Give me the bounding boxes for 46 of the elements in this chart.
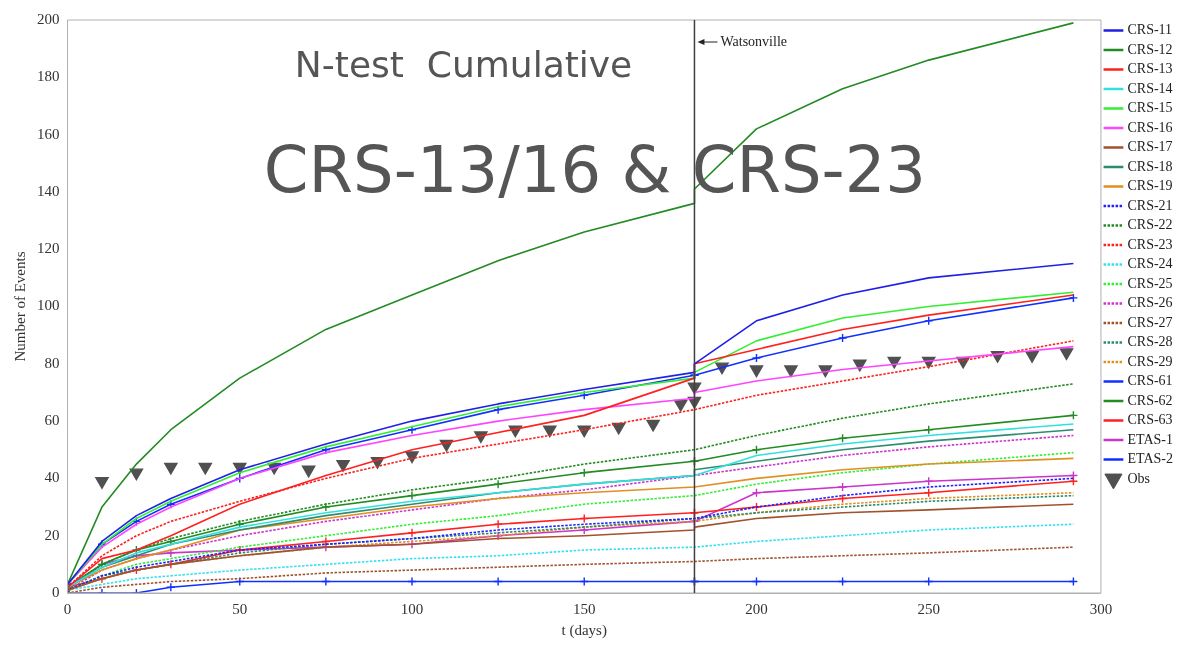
x-tick-label: 50 — [232, 600, 248, 617]
legend-label: CRS-14 — [1127, 80, 1173, 96]
y-tick-label: 100 — [37, 297, 60, 314]
x-tick-label: 100 — [400, 600, 424, 617]
legend-label: ETAS-1 — [1127, 431, 1174, 447]
legend-label: CRS-11 — [1127, 22, 1173, 38]
legend-label: CRS-19 — [1127, 178, 1173, 194]
legend-label: CRS-62 — [1127, 392, 1173, 408]
legend-label: CRS-24 — [1127, 256, 1173, 272]
y-tick-label: 180 — [37, 68, 60, 85]
y-tick-label: 160 — [37, 125, 60, 142]
legend-label: CRS-21 — [1127, 197, 1173, 213]
legend-label: CRS-13 — [1127, 61, 1173, 77]
legend-label: CRS-22 — [1127, 217, 1173, 233]
y-axis-title: Number of Events — [11, 251, 28, 362]
y-tick-label: 0 — [52, 583, 60, 600]
legend-label: CRS-27 — [1127, 314, 1173, 330]
x-tick-label: 200 — [745, 600, 768, 617]
y-tick-label: 40 — [44, 469, 60, 486]
legend-label: CRS-15 — [1127, 100, 1173, 116]
x-tick-label: 150 — [572, 600, 596, 617]
y-tick-label: 140 — [37, 182, 60, 199]
legend-label: CRS-23 — [1127, 236, 1173, 252]
y-tick-label: 60 — [44, 412, 60, 429]
x-tick-label: 0 — [63, 600, 72, 617]
legend-label: CRS-17 — [1127, 139, 1173, 155]
y-tick-label: 80 — [44, 354, 60, 371]
legend-label: CRS-12 — [1127, 41, 1173, 57]
legend-label: CRS-26 — [1127, 295, 1173, 311]
ref-line-label: Watsonville — [720, 33, 787, 49]
legend-label: CRS-29 — [1127, 353, 1173, 369]
legend-label: CRS-16 — [1127, 119, 1173, 135]
annotation: N-test Cumulative — [294, 44, 633, 86]
legend-label: CRS-63 — [1127, 412, 1173, 428]
legend-label: CRS-61 — [1127, 373, 1173, 389]
legend-label: ETAS-2 — [1127, 451, 1174, 467]
y-tick-label: 20 — [44, 526, 60, 543]
y-tick-label: 200 — [37, 10, 60, 27]
x-tick-label: 300 — [1089, 600, 1113, 617]
y-tick-label: 120 — [37, 240, 60, 257]
legend-label: Obs — [1127, 470, 1151, 486]
legend-label: CRS-25 — [1127, 275, 1173, 291]
x-axis-title: t (days) — [561, 621, 607, 639]
legend-label: CRS-18 — [1127, 158, 1173, 174]
x-tick-label: 250 — [917, 600, 940, 617]
legend-label: CRS-28 — [1127, 334, 1173, 350]
